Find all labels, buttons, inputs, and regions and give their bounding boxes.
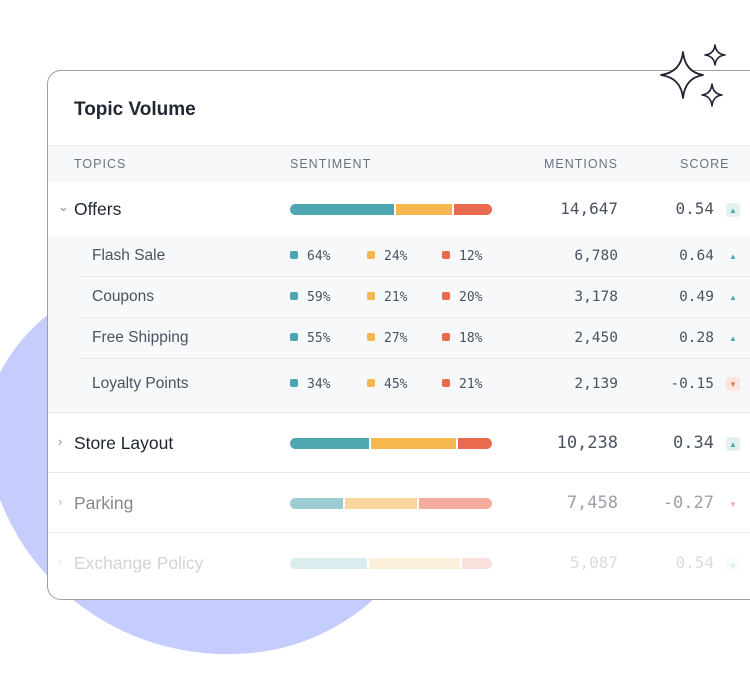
subtopic-name: Coupons [92, 288, 155, 305]
header-mentions[interactable]: MENTIONS [544, 157, 618, 171]
chevron-right-icon[interactable]: › [58, 494, 63, 509]
score-value: 0.28 [679, 330, 714, 346]
mentions-count: 7,458 [566, 493, 618, 513]
mentions-count: 10,238 [556, 433, 618, 453]
group-row-store-layout[interactable]: › Store Layout 10,238 0.34 ▲ [48, 413, 750, 473]
sentiment-negative-segment [418, 498, 492, 509]
sentiment-bar [290, 438, 492, 449]
trend-up-icon: ▲ [729, 333, 737, 343]
score-value: 0.54 [675, 199, 714, 218]
negative-percent: 18% [442, 331, 482, 346]
positive-percent: 64% [290, 249, 330, 264]
neutral-percent: 24% [367, 249, 407, 264]
trend-up-icon: ▲ [726, 557, 740, 571]
sentiment-bar [290, 204, 492, 215]
trend-up-icon: ▲ [726, 437, 740, 451]
header-topics[interactable]: TOPICS [74, 157, 127, 171]
negative-percent: 20% [442, 290, 482, 305]
mentions-count: 5,087 [569, 553, 618, 572]
neutral-percent: 21% [367, 290, 407, 305]
score-value: 0.54 [675, 553, 714, 572]
negative-dot-icon [442, 251, 450, 259]
subtopic-name: Free Shipping [92, 329, 189, 346]
positive-dot-icon [290, 251, 298, 259]
group-name: Store Layout [74, 433, 174, 453]
trend-down-icon: ▼ [729, 499, 737, 509]
mentions-count: 2,450 [574, 330, 618, 346]
score-value: 0.34 [673, 433, 714, 453]
negative-percent: 21% [442, 377, 482, 392]
topic-volume-card: Topic Volume TOPICS SENTIMENT MENTIONS S… [47, 70, 750, 600]
group-name: Exchange Policy [74, 553, 204, 573]
header-sentiment[interactable]: SENTIMENT [290, 157, 372, 171]
subtopic-name: Loyalty Points [92, 375, 189, 392]
negative-dot-icon [442, 379, 450, 387]
sentiment-bar [290, 498, 492, 509]
mentions-count: 6,780 [574, 248, 618, 264]
negative-dot-icon [442, 333, 450, 341]
chevron-down-icon[interactable]: ⌄ [58, 199, 69, 214]
mentions-count: 2,139 [574, 376, 618, 392]
score-value: -0.27 [662, 493, 714, 513]
sentiment-neutral-segment [371, 438, 457, 449]
positive-dot-icon [290, 333, 298, 341]
sentiment-positive-segment [290, 438, 370, 449]
neutral-dot-icon [367, 333, 375, 341]
sentiment-negative-segment [454, 204, 492, 215]
subtopic-row-coupons[interactable]: Coupons 59% 21% 20% 3,178 0.49 ▲ [48, 277, 750, 318]
group-name: Parking [74, 493, 134, 513]
score-value: 0.49 [679, 289, 714, 305]
subtopic-row-free-shipping[interactable]: Free Shipping 55% 27% 18% 2,450 0.28 ▲ [48, 318, 750, 359]
mentions-count: 3,178 [574, 289, 618, 305]
card-title: Topic Volume [74, 99, 196, 120]
sentiment-negative-segment [458, 438, 492, 449]
trend-up-icon: ▲ [726, 203, 740, 217]
score-value: -0.15 [670, 376, 714, 392]
negative-dot-icon [442, 292, 450, 300]
trend-up-icon: ▲ [729, 292, 737, 302]
group-row-exchange-policy[interactable]: › Exchange Policy 5,087 0.54 ▲ [48, 533, 750, 592]
group-name: Offers [74, 199, 122, 219]
neutral-percent: 45% [367, 377, 407, 392]
subtopic-name: Flash Sale [92, 247, 166, 264]
sentiment-positive-segment [290, 558, 368, 569]
chevron-right-icon[interactable]: › [58, 554, 63, 569]
group-row-parking[interactable]: › Parking 7,458 -0.27 ▼ [48, 473, 750, 533]
sparkle-icon [660, 44, 726, 107]
neutral-dot-icon [367, 379, 375, 387]
header-score[interactable]: SCORE [680, 157, 730, 171]
positive-percent: 34% [290, 377, 330, 392]
positive-dot-icon [290, 292, 298, 300]
sentiment-bar [290, 558, 492, 569]
positive-percent: 55% [290, 331, 330, 346]
table-header: TOPICS SENTIMENT MENTIONS SCORE [48, 145, 750, 182]
score-value: 0.64 [679, 248, 714, 264]
sentiment-positive-segment [290, 498, 344, 509]
positive-dot-icon [290, 379, 298, 387]
group-row-offers[interactable]: ⌄ Offers 14,647 0.54 ▲ [48, 182, 750, 236]
trend-up-icon: ▲ [729, 251, 737, 261]
neutral-percent: 27% [367, 331, 407, 346]
mentions-count: 14,647 [560, 199, 618, 218]
subtopic-row-flash-sale[interactable]: Flash Sale 64% 24% 12% 6,780 0.64 ▲ [48, 236, 750, 277]
neutral-dot-icon [367, 251, 375, 259]
sentiment-neutral-segment [369, 558, 461, 569]
positive-percent: 59% [290, 290, 330, 305]
neutral-dot-icon [367, 292, 375, 300]
sentiment-positive-segment [290, 204, 395, 215]
trend-down-icon: ▼ [726, 377, 740, 391]
negative-percent: 12% [442, 249, 482, 264]
chevron-right-icon[interactable]: › [58, 434, 63, 449]
sentiment-neutral-segment [345, 498, 417, 509]
sentiment-negative-segment [462, 558, 492, 569]
subtopic-row-loyalty-points[interactable]: Loyalty Points 34% 45% 21% 2,139 -0.15 ▼ [48, 359, 750, 413]
sentiment-neutral-segment [396, 204, 453, 215]
